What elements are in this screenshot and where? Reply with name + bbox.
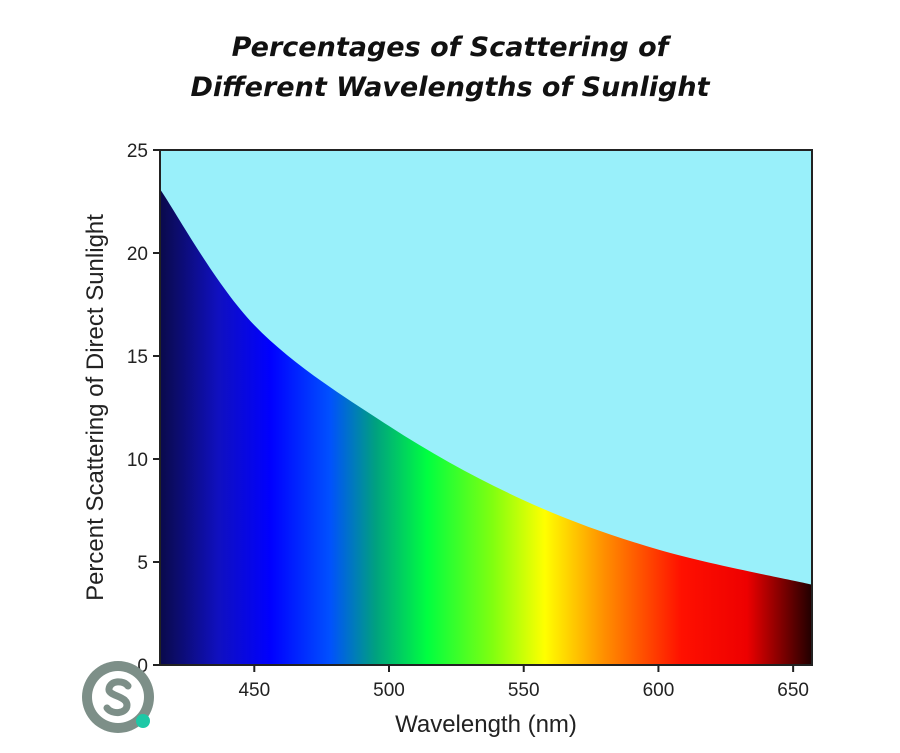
y-axis-label: Percent Scattering of Direct Sunlight	[82, 214, 109, 601]
y-tick-label: 20	[127, 244, 148, 265]
x-tick-label: 450	[238, 680, 270, 701]
x-axis-label: Wavelength (nm)	[395, 711, 577, 738]
y-tick-label: 5	[137, 553, 148, 574]
plot-frame	[159, 149, 813, 666]
x-axis-ticks: 450 500 550 600 650	[238, 665, 809, 701]
y-axis-ticks: 0 5 10 15 20 25	[127, 141, 160, 677]
x-tick-label: 650	[777, 680, 809, 701]
y-tick-label: 15	[127, 347, 148, 368]
chart-title-line-2: Different Wavelengths of Sunlight	[190, 72, 710, 103]
chart-title: Percentages of Scattering of Different W…	[0, 28, 900, 108]
s-logo-icon	[82, 661, 154, 733]
spectrum-area	[160, 189, 812, 665]
y-tick-label: 25	[127, 141, 148, 162]
y-tick-label: 10	[127, 450, 148, 471]
x-tick-label: 600	[643, 680, 675, 701]
y-tick-label: 0	[137, 656, 148, 677]
x-tick-label: 550	[508, 680, 540, 701]
x-tick-label: 500	[373, 680, 405, 701]
chart-title-line-1: Percentages of Scattering of	[231, 32, 669, 63]
